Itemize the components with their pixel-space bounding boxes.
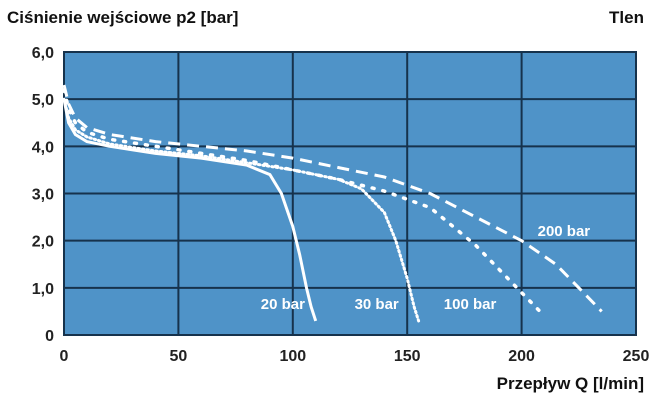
y-tick-label: 1,0 bbox=[32, 281, 54, 298]
x-axis-label: Przepływ Q [l/min] bbox=[496, 374, 644, 393]
x-tick-label: 200 bbox=[508, 348, 535, 365]
series-label: 200 bar bbox=[538, 223, 591, 240]
x-tick-label: 0 bbox=[60, 348, 69, 365]
chart-title: Ciśnienie wejściowe p2 [bar] bbox=[7, 8, 239, 27]
series-line-200-bar bbox=[62, 84, 603, 313]
y-tick-label: 2,0 bbox=[32, 234, 54, 251]
plot-border bbox=[63, 51, 637, 336]
series-label: 20 bar bbox=[261, 296, 305, 313]
y-tick-label: 3,0 bbox=[32, 187, 54, 204]
series-labels: 20 bar 30 bar 100 bar 200 bar bbox=[261, 223, 591, 313]
y-tick-label: 4,0 bbox=[32, 139, 54, 156]
x-tick-label: 150 bbox=[394, 348, 421, 365]
y-tick-label: 6,0 bbox=[32, 45, 54, 62]
y-tick-label: 5,0 bbox=[32, 92, 54, 109]
y-axis-ticks: 0 1,0 2,0 3,0 4,0 5,0 6,0 bbox=[32, 45, 54, 345]
series-line-20-bar bbox=[62, 98, 318, 322]
series-line-100-bar bbox=[62, 87, 547, 318]
series-group bbox=[62, 84, 603, 323]
x-tick-label: 250 bbox=[623, 348, 650, 365]
series-line-30-bar bbox=[62, 97, 421, 323]
series-label: 30 bar bbox=[355, 296, 399, 313]
x-tick-label: 50 bbox=[170, 348, 188, 365]
y-tick-label: 0 bbox=[45, 328, 54, 345]
x-axis-ticks: 0 50 100 150 200 250 bbox=[60, 348, 650, 365]
series-label: 100 bar bbox=[444, 296, 497, 313]
x-tick-label: 100 bbox=[279, 348, 306, 365]
gas-label: Tlen bbox=[609, 8, 644, 27]
